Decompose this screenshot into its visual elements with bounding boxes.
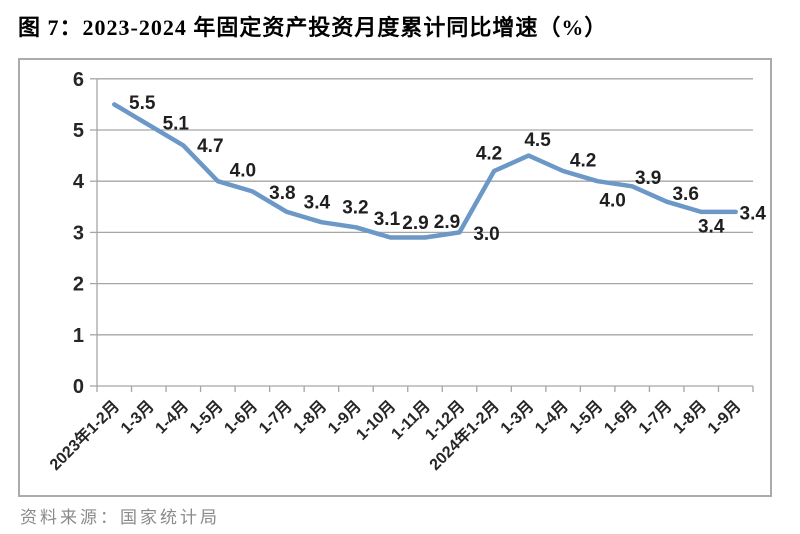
data-label: 4.5 <box>524 130 551 151</box>
x-tick-label: 1-3月 <box>117 397 157 437</box>
x-tick-label: 1-3月 <box>497 397 537 437</box>
data-label: 3.6 <box>672 184 698 205</box>
data-label: 4.0 <box>230 161 256 182</box>
data-label: 4.0 <box>599 191 625 212</box>
x-tick-label: 1-7月 <box>255 397 295 437</box>
y-tick-label: 2 <box>73 274 84 296</box>
x-tick-label: 1-6月 <box>601 397 641 437</box>
data-label: 4.2 <box>570 150 596 171</box>
chart-frame: 0 1 2 3 4 5 6 5.5 5.1 4.7 4.0 3.8 3.4 3.2 3.1 2.9 2.9 3.0… <box>18 58 772 497</box>
y-tick-label: 5 <box>73 120 84 142</box>
figure-title: 图 7：2023-2024 年固定资产投资月度累计同比增速（%） <box>18 15 608 40</box>
data-label: 3.4 <box>304 192 331 213</box>
data-label: 3.8 <box>269 183 295 204</box>
y-tick-label: 4 <box>73 171 85 193</box>
data-label: 5.5 <box>129 93 156 114</box>
y-tick-label: 3 <box>73 222 84 244</box>
data-label: 3.4 <box>740 203 767 224</box>
data-label: 3.2 <box>342 198 368 219</box>
data-label: 3.4 <box>698 216 725 237</box>
x-tick-label: 1-5月 <box>186 397 226 437</box>
data-label: 4.7 <box>197 136 223 157</box>
data-label: 2.9 <box>402 213 428 234</box>
x-tick-label: 2023年1-2月 <box>45 396 123 474</box>
x-tick-label: 1-10月 <box>353 397 400 444</box>
x-tick-label: 1-9月 <box>704 397 744 437</box>
x-tick-label: 1-6月 <box>221 397 261 437</box>
x-tick-label: 1-8月 <box>670 397 710 437</box>
data-label: 4.2 <box>476 143 502 164</box>
x-tick-label: 1-4月 <box>532 397 572 437</box>
series-line <box>112 102 738 240</box>
data-label: 2.9 <box>434 212 460 233</box>
x-tick-label: 1-4月 <box>152 397 192 437</box>
y-tick-label: 1 <box>73 325 84 347</box>
data-label: 5.1 <box>163 113 190 134</box>
x-tick-label: 1-7月 <box>635 397 675 437</box>
y-tick-label: 0 <box>73 376 84 398</box>
y-tick-label: 6 <box>73 69 84 91</box>
data-label: 3.0 <box>473 224 499 245</box>
data-label: 3.9 <box>635 168 661 189</box>
data-label: 3.1 <box>374 209 401 230</box>
x-tick-label: 1-8月 <box>290 397 330 437</box>
x-tick-label: 1-5月 <box>566 397 606 437</box>
source-note: 资料来源：国家统计局 <box>20 508 220 527</box>
